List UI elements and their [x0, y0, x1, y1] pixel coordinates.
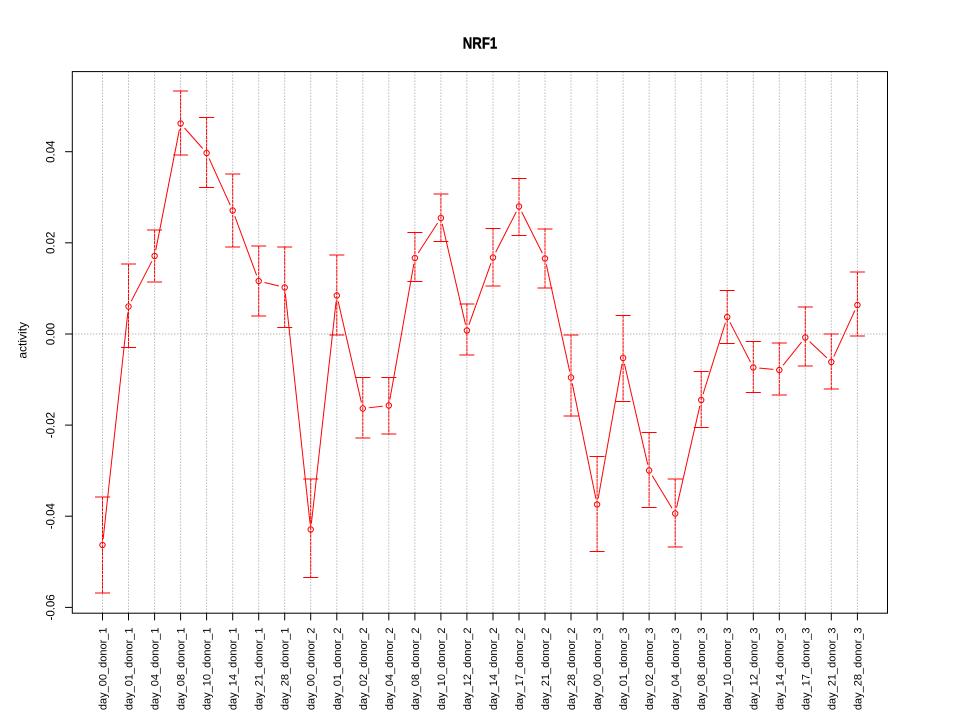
svg-text:activity: activity: [16, 322, 30, 359]
svg-text:day_10_donor_2: day_10_donor_2: [436, 628, 448, 711]
svg-text:day_08_donor_2: day_08_donor_2: [410, 628, 422, 711]
svg-text:day_21_donor_2: day_21_donor_2: [540, 628, 552, 711]
svg-text:day_08_donor_1: day_08_donor_1: [176, 628, 188, 711]
svg-text:day_21_donor_3: day_21_donor_3: [826, 628, 838, 711]
svg-text:day_21_donor_1: day_21_donor_1: [254, 628, 266, 711]
svg-text:NRF1: NRF1: [463, 36, 497, 53]
svg-text:-0.04: -0.04: [45, 502, 57, 529]
svg-text:day_04_donor_3: day_04_donor_3: [670, 628, 682, 711]
svg-text:day_08_donor_3: day_08_donor_3: [696, 628, 708, 711]
svg-text:-0.02: -0.02: [45, 412, 57, 438]
svg-text:day_00_donor_3: day_00_donor_3: [592, 628, 604, 711]
svg-text:day_17_donor_2: day_17_donor_2: [514, 628, 526, 711]
svg-text:day_12_donor_3: day_12_donor_3: [748, 628, 760, 711]
svg-text:day_04_donor_1: day_04_donor_1: [150, 628, 162, 711]
svg-text:day_14_donor_3: day_14_donor_3: [774, 628, 786, 711]
svg-text:day_01_donor_1: day_01_donor_1: [124, 628, 136, 711]
svg-text:day_14_donor_1: day_14_donor_1: [228, 628, 240, 711]
svg-text:day_14_donor_2: day_14_donor_2: [488, 628, 500, 711]
svg-text:-0.06: -0.06: [45, 594, 57, 620]
svg-text:day_00_donor_2: day_00_donor_2: [306, 628, 318, 711]
svg-text:day_10_donor_1: day_10_donor_1: [202, 628, 214, 711]
svg-text:day_10_donor_3: day_10_donor_3: [722, 628, 734, 711]
svg-text:day_00_donor_1: day_00_donor_1: [98, 628, 110, 711]
svg-text:day_04_donor_2: day_04_donor_2: [384, 628, 396, 711]
svg-text:day_17_donor_3: day_17_donor_3: [800, 628, 812, 711]
svg-text:0.00: 0.00: [45, 323, 57, 345]
svg-text:day_02_donor_3: day_02_donor_3: [644, 628, 656, 711]
svg-text:day_01_donor_3: day_01_donor_3: [618, 628, 630, 711]
svg-text:day_28_donor_3: day_28_donor_3: [852, 628, 864, 711]
svg-text:day_28_donor_2: day_28_donor_2: [566, 628, 578, 711]
svg-text:day_12_donor_2: day_12_donor_2: [462, 628, 474, 711]
svg-text:day_01_donor_2: day_01_donor_2: [332, 628, 344, 711]
svg-text:day_28_donor_1: day_28_donor_1: [280, 628, 292, 711]
svg-text:day_02_donor_2: day_02_donor_2: [358, 628, 370, 711]
svg-text:0.04: 0.04: [45, 140, 57, 163]
svg-text:0.02: 0.02: [45, 232, 57, 254]
